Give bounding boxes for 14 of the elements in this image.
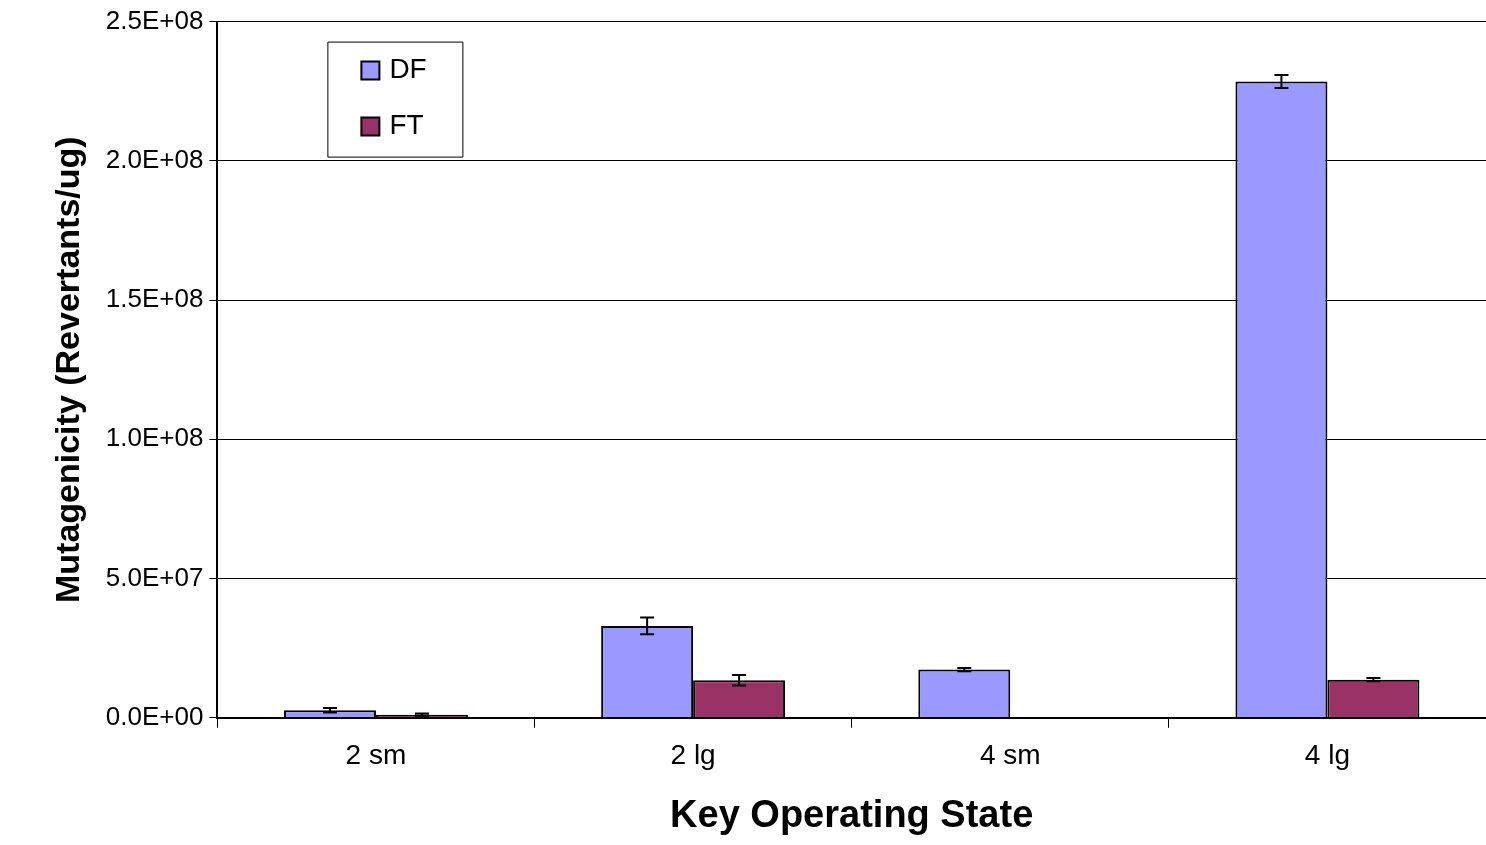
x-tick-label: 2 lg — [670, 739, 716, 771]
y-tick-label: 2.5E+08 — [105, 4, 204, 35]
legend-label: FT — [389, 109, 424, 141]
x-tick-label: 4 sm — [979, 739, 1041, 771]
y-tick-label: 5.0E+07 — [105, 561, 204, 592]
y-tick-label: 1.0E+08 — [105, 422, 204, 453]
y-axis-title: Mutagenicity (Revertants/ug) — [47, 136, 86, 604]
y-tick-label: 2.0E+08 — [105, 144, 204, 175]
legend-label: DF — [389, 53, 427, 85]
y-tick-label: 0.0E+00 — [105, 700, 204, 731]
x-tick-label: 4 lg — [1304, 739, 1350, 771]
x-axis-title: Key Operating State — [670, 792, 1034, 835]
x-tick-label: 2 sm — [345, 739, 407, 771]
y-tick-label: 1.5E+08 — [105, 283, 204, 314]
